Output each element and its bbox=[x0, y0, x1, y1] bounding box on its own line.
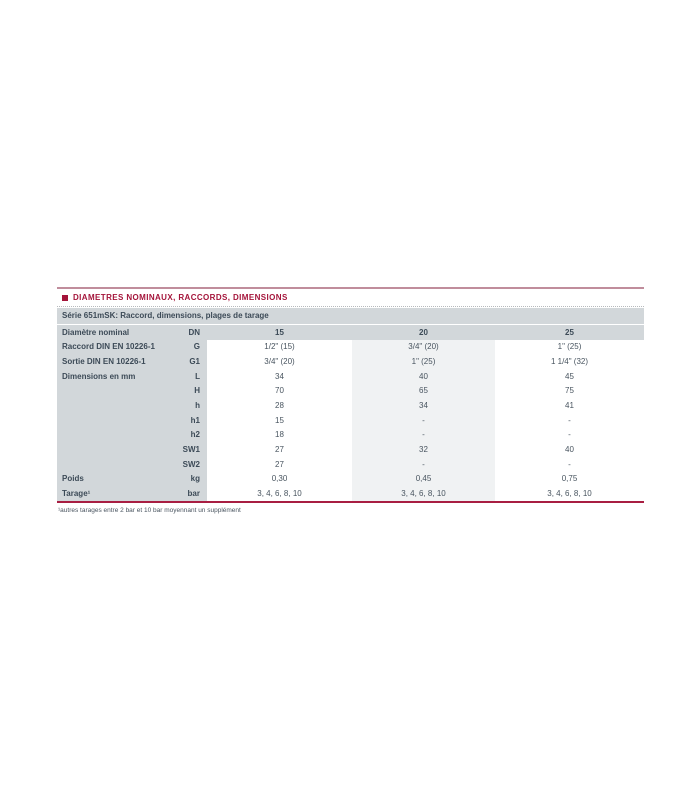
row-label-cell: Sortie DIN EN 10226-1 G1 bbox=[57, 354, 207, 369]
value-cell: 0,75 bbox=[495, 471, 644, 487]
row-label-cell: SW1 bbox=[57, 442, 207, 457]
table-row: h 28 34 41 bbox=[57, 398, 644, 413]
value-cell: 3/4" (20) bbox=[207, 354, 352, 369]
value-cell: - bbox=[352, 412, 495, 428]
row-label-cell: h bbox=[57, 398, 207, 413]
row-label-cell: Dimensions en mm L bbox=[57, 368, 207, 384]
row-unit: L bbox=[195, 371, 200, 381]
value-cell: 3/4" (20) bbox=[352, 339, 495, 355]
row-unit: G bbox=[193, 342, 200, 352]
value-cell: 25 bbox=[495, 325, 644, 340]
value-cell: 1/2" (15) bbox=[207, 339, 352, 355]
table-row: Dimensions en mm L 34 40 45 bbox=[57, 368, 644, 384]
value-cell: - bbox=[352, 456, 495, 472]
row-label-cell: h2 bbox=[57, 427, 207, 443]
column-header-row: Diamètre nominal DN 15 20 25 bbox=[57, 325, 644, 340]
row-unit: bar bbox=[187, 489, 200, 499]
value-cell: 1" (25) bbox=[352, 354, 495, 369]
table-row: h2 18- - bbox=[57, 427, 644, 443]
table-title: Série 651mSK: Raccord, dimensions, plage… bbox=[57, 308, 644, 324]
section-title: DIAMETRES NOMINAUX, RACCORDS, DIMENSIONS bbox=[73, 293, 288, 302]
dotted-divider bbox=[57, 306, 644, 307]
value-cell: 15 bbox=[207, 412, 352, 428]
value-cell: 0,30 bbox=[207, 471, 352, 487]
top-rule bbox=[57, 287, 644, 289]
value-cell: 3, 4, 6, 8, 10 bbox=[495, 486, 644, 501]
row-label-cell: H bbox=[57, 383, 207, 399]
section-title-bar: DIAMETRES NOMINAUX, RACCORDS, DIMENSIONS bbox=[57, 289, 644, 306]
value-cell: 45 bbox=[495, 368, 644, 384]
value-cell: 40 bbox=[352, 368, 495, 384]
row-unit: G1 bbox=[189, 357, 200, 367]
table-row: Poids kg 0,30 0,45 0,75 bbox=[57, 471, 644, 487]
value-cell: 70 bbox=[207, 383, 352, 399]
spec-table: Diamètre nominal DN 15 20 25 Raccord DIN EN 1… bbox=[57, 325, 644, 501]
row-label-cell: Diamètre nominal DN bbox=[57, 325, 207, 340]
value-cell: 34 bbox=[352, 398, 495, 413]
table-row: h1 15- - bbox=[57, 412, 644, 428]
value-cell: 65 bbox=[352, 383, 495, 399]
value-cell: 3, 4, 6, 8, 10 bbox=[352, 486, 495, 501]
value-cell: 40 bbox=[495, 442, 644, 457]
row-unit: SW1 bbox=[182, 445, 200, 455]
value-cell: 34 bbox=[207, 368, 352, 384]
row-unit: H bbox=[194, 386, 200, 396]
table-row: Tarage¹ bar 3, 4, 6, 8, 10 3, 4, 6, 8, 10 3,… bbox=[57, 486, 644, 501]
row-unit: SW2 bbox=[182, 459, 200, 469]
value-cell: - bbox=[495, 456, 644, 472]
value-cell: 18 bbox=[207, 427, 352, 443]
value-cell: 1" (25) bbox=[495, 339, 644, 355]
row-label: Dimensions en mm bbox=[62, 371, 136, 381]
row-label-cell: Poids kg bbox=[57, 471, 207, 487]
row-unit: kg bbox=[190, 474, 200, 484]
table-row: H 70 65 75 bbox=[57, 383, 644, 399]
value-cell: - bbox=[495, 427, 644, 443]
row-unit: DN bbox=[188, 327, 200, 337]
value-cell: - bbox=[495, 412, 644, 428]
value-cell: 75 bbox=[495, 383, 644, 399]
value-cell: 15 bbox=[207, 325, 352, 340]
section-bullet-icon bbox=[62, 294, 68, 301]
row-label: Diamètre nominal bbox=[62, 327, 130, 337]
row-label-cell: Tarage¹ bar bbox=[57, 486, 207, 501]
row-label: Raccord DIN EN 10226-1 bbox=[62, 342, 155, 352]
spec-document: DIAMETRES NOMINAUX, RACCORDS, DIMENSIONS… bbox=[57, 287, 644, 514]
row-label: Tarage¹ bbox=[62, 489, 91, 499]
value-cell: 32 bbox=[352, 442, 495, 457]
bottom-rule bbox=[57, 500, 644, 503]
value-cell: 20 bbox=[352, 325, 495, 340]
row-unit: h2 bbox=[190, 430, 200, 440]
row-label: Sortie DIN EN 10226-1 bbox=[62, 357, 146, 367]
table-row: Raccord DIN EN 10226-1 G 1/2" (15) 3/4" (20… bbox=[57, 339, 644, 355]
value-cell: 28 bbox=[207, 398, 352, 413]
value-cell: 1 1/4" (32) bbox=[495, 354, 644, 369]
value-cell: 41 bbox=[495, 398, 644, 413]
table-row: SW1 27 32 40 bbox=[57, 442, 644, 457]
row-label: Poids bbox=[62, 474, 84, 484]
value-cell: - bbox=[352, 427, 495, 443]
row-label-cell: SW2 bbox=[57, 456, 207, 472]
row-label-cell: Raccord DIN EN 10226-1 G bbox=[57, 339, 207, 355]
value-cell: 0,45 bbox=[352, 471, 495, 487]
table-row: Sortie DIN EN 10226-1 G1 3/4" (20) 1" (25) 1… bbox=[57, 354, 644, 369]
value-cell: 27 bbox=[207, 442, 352, 457]
value-cell: 27 bbox=[207, 456, 352, 472]
table-row: SW2 27- - bbox=[57, 456, 644, 472]
row-unit: h1 bbox=[190, 415, 200, 425]
row-unit: h bbox=[195, 401, 200, 411]
value-cell: 3, 4, 6, 8, 10 bbox=[207, 486, 352, 501]
footnote: ¹autres tarages entre 2 bar et 10 bar mo… bbox=[58, 506, 241, 514]
row-label-cell: h1 bbox=[57, 412, 207, 428]
